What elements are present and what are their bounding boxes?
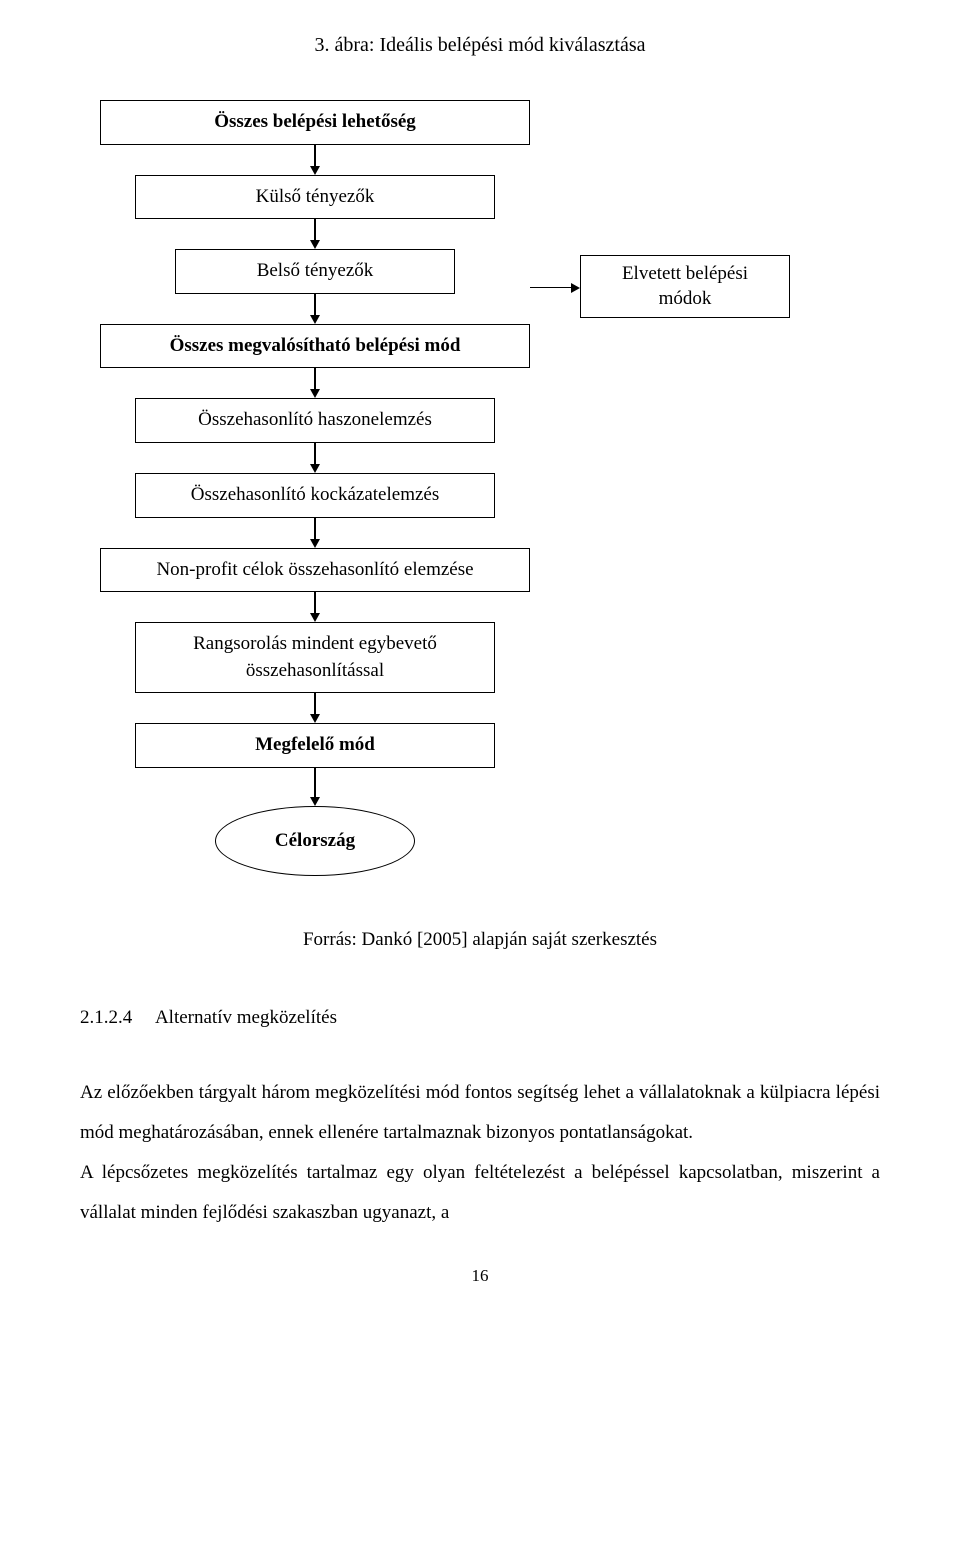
page-number: 16	[80, 1263, 880, 1289]
node-nonprofit-analysis: Non-profit célok összehasonlító elemzése	[100, 548, 530, 593]
section-heading: 2.1.2.4 Alternatív megközelítés	[80, 1004, 880, 1033]
body-paragraph-2: A lépcsőzetes megközelítés tartalmaz egy…	[80, 1153, 880, 1233]
arrow-down-icon	[314, 768, 316, 806]
node-rejected-modes: Elvetett belépési módok	[580, 255, 790, 318]
flow-main-column: Összes belépési lehetőség Külső tényezők…	[90, 100, 540, 876]
arrow-down-icon	[314, 592, 316, 622]
node-feasible-modes: Összes megvalósítható belépési mód	[100, 324, 530, 369]
section-title: Alternatív megközelítés	[155, 1007, 337, 1028]
arrow-down-icon	[314, 693, 316, 723]
arrow-down-icon	[314, 219, 316, 249]
node-ranking: Rangsorolás mindent egybevető összehason…	[135, 622, 495, 693]
side-label-line1: Elvetett belépési	[622, 263, 748, 284]
node-external-factors: Külső tényezők	[135, 175, 495, 220]
arrow-down-icon	[314, 145, 316, 175]
body-paragraph-1: Az előzőekben tárgyalt három megközelíté…	[80, 1073, 880, 1153]
node-risk-analysis: Összehasonlító kockázatelemzés	[135, 473, 495, 518]
figure-source: Forrás: Dankó [2005] alapján saját szerk…	[80, 926, 880, 955]
node-suitable-mode: Megfelelő mód	[135, 723, 495, 768]
arrow-down-icon	[314, 443, 316, 473]
node-all-options: Összes belépési lehetőség	[100, 100, 530, 145]
node-target-country: Célország	[215, 806, 415, 876]
arrow-down-icon	[314, 368, 316, 398]
node-benefit-analysis: Összehasonlító haszonelemzés	[135, 398, 495, 443]
side-label-line2: módok	[659, 288, 712, 309]
figure-title: 3. ábra: Ideális belépési mód kiválasztá…	[80, 30, 880, 60]
arrow-down-icon	[314, 518, 316, 548]
arrow-down-icon	[314, 294, 316, 324]
arrow-right-icon	[571, 283, 580, 293]
node-internal-factors: Belső tényezők	[175, 249, 455, 294]
flowchart: Összes belépési lehetőség Külső tényezők…	[90, 100, 870, 876]
connector-line	[530, 287, 571, 289]
section-number: 2.1.2.4	[80, 1007, 132, 1028]
